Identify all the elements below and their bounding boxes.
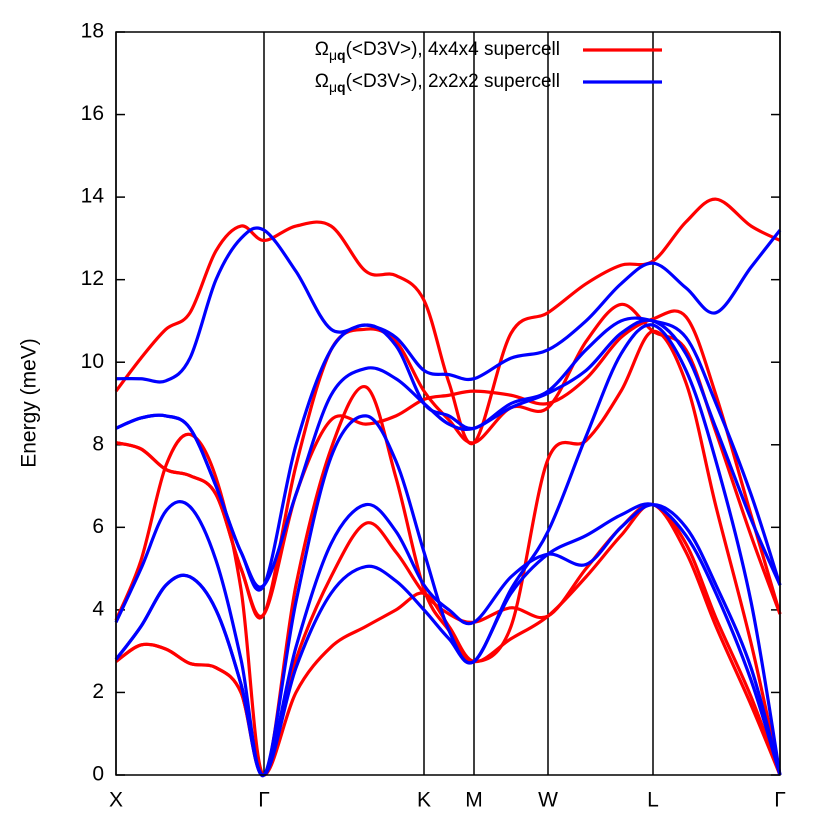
legend-label: Ωμq(<D3V>), 4x4x4 supercell [315,39,560,63]
band-line [115,226,782,384]
x-tick-label: K [417,789,431,812]
y-tick-label: 14 [81,185,105,208]
band-line [115,502,782,777]
x-tick-label: W [538,789,558,812]
legend-label-part: Ω [315,71,329,92]
band-line [114,197,781,446]
legend-label-part: (<D3V>), 4x4x4 supercell [346,39,560,60]
band-line [114,503,782,777]
y-tick-label: 16 [81,102,104,125]
y-tick-label: 18 [81,20,104,43]
legend-label-part: q [337,79,346,95]
x-tick-label: Γ [258,789,270,812]
y-tick-label: 2 [92,680,104,703]
x-tick-label: Γ [774,789,786,812]
legend-label-part: Ω [315,39,329,60]
legend-label-part: μ [329,47,337,63]
band-line [114,323,782,778]
y-tick-label: 6 [92,515,104,538]
legend-label: Ωμq(<D3V>), 2x2x2 supercell [315,71,560,95]
plot-frame [115,31,781,776]
x-tick-label: M [465,789,483,812]
legend-label-part: (<D3V>), 2x2x2 supercell [346,71,560,92]
y-tick-label: 8 [92,432,104,455]
legend-label-part: μ [329,79,337,95]
band-line [114,329,782,777]
y-tick-label: 10 [81,350,104,373]
y-tick-label: 12 [81,267,104,290]
x-tick-label: L [647,789,659,812]
y-tick-label: 4 [92,597,104,620]
y-tick-label: 0 [92,763,104,786]
legend-label-part: q [337,47,346,63]
band-line [115,318,782,589]
band-line [115,302,782,620]
y-axis-label: Energy (meV) [18,338,41,468]
x-tick-label: X [109,789,123,812]
